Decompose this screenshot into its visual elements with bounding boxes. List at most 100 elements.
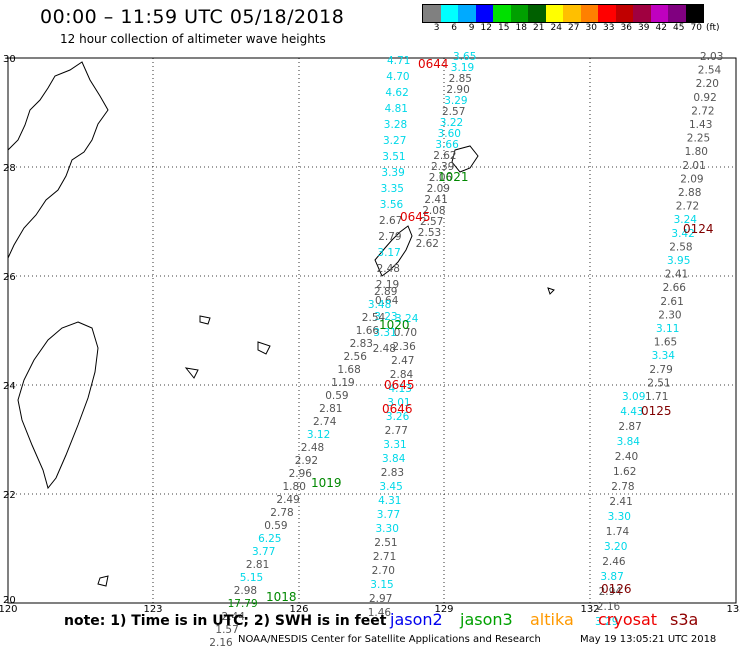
wave-height-label: 0.64 (375, 295, 399, 307)
wave-height-label: 3.77 (377, 509, 400, 521)
wave-height-label: 2.36 (392, 341, 416, 353)
longitude-label: 123 (143, 604, 162, 615)
wave-height-label: 2.72 (676, 201, 699, 213)
wave-height-label: 3.35 (381, 183, 404, 195)
wave-height-label: 2.57 (442, 106, 465, 118)
pass-time-labels: 0644 1021 0645 0124 1020 0645 0646 0125 1019 1018… (266, 57, 714, 604)
wave-height-label: 3.11 (656, 323, 679, 335)
wave-height-label: 3.24 (395, 313, 419, 325)
colorbar-swatch (440, 5, 458, 22)
wave-height-label: 1.66 (356, 325, 380, 337)
colorbar-swatch (598, 5, 616, 22)
wave-height-label: 4.70 (386, 71, 409, 83)
longitude-label: 120 (0, 604, 18, 615)
wave-height-label: 1.68 (337, 364, 360, 376)
map-subtitle: 12 hour collection of altimeter wave hei… (60, 32, 326, 46)
wave-height-label: 3.31 (373, 327, 396, 339)
wave-height-label: 2.83 (381, 467, 404, 479)
wave-height-label: 2.70 (372, 565, 395, 577)
wave-height-label: 2.79 (378, 231, 401, 243)
china-coast-outline (7, 61, 109, 259)
colorbar-swatch (423, 5, 441, 22)
wave-height-label: 1.19 (331, 377, 354, 389)
wave-height-label: 2.62 (416, 238, 439, 250)
wave-height-label: 3.87 (600, 571, 623, 583)
wave-height-label: 2.48 (377, 263, 400, 275)
latitude-label: 26 (3, 272, 16, 283)
wave-height-label: 1.43 (689, 119, 712, 131)
wave-height-label: 3.30 (376, 523, 399, 535)
pass-time-label: 0125 (641, 404, 672, 418)
wave-height-label: 2.78 (611, 481, 634, 493)
wave-height-label: 0.92 (693, 92, 716, 104)
wave-height-label: 2.77 (385, 425, 408, 437)
colorbar-label: 6 (451, 23, 457, 33)
wave-height-label: 3.34 (652, 350, 676, 362)
wave-height-label: 0.59 (325, 390, 348, 402)
wave-height-label: 2.16 (597, 601, 621, 613)
colorbar-swatch (510, 5, 528, 22)
wave-height-label: 3.20 (604, 541, 627, 553)
colorbar-label: 3 (433, 23, 440, 33)
wave-height-label: 1.65 (654, 337, 677, 349)
wave-height-label: 1.57 (215, 624, 238, 636)
wave-height-label: 2.74 (313, 416, 337, 428)
pass-time-label: 0646 (382, 402, 413, 416)
kyushu-outline (451, 145, 479, 173)
wave-height-label: 2.58 (669, 241, 692, 253)
colorbar-label: 33 (603, 23, 615, 33)
wave-height-label: 2.71 (373, 551, 396, 563)
latitude-label: 24 (3, 381, 16, 392)
wave-height-label: 2.30 (658, 309, 681, 321)
colorbar-swatch (650, 5, 668, 22)
altimeter-tracks: 4.71 4.70 4.62 4.81 3.28 3.27 3.51 3.39 3.35 3.56… (209, 51, 723, 649)
latitude-label: 20 (3, 595, 16, 606)
colorbar-label: 70 (690, 23, 702, 33)
colorbar-label: 12 (480, 23, 492, 33)
wave-height-label: 2.16 (209, 637, 233, 649)
colorbar-swatch (493, 5, 511, 22)
wave-height-label: 2.19 (376, 279, 399, 291)
colorbar-labels: 3 6 9 12 15 18 21 24 27 30 33 36 39 42 45 70 (422, 23, 702, 33)
wave-height-label: 4.31 (378, 495, 401, 507)
wave-height-label: 2.83 (350, 338, 373, 350)
wave-height-label: 1.80 (685, 146, 708, 158)
colorbar-swatch (545, 5, 563, 22)
satellite-legend-item: s3a (670, 610, 699, 629)
wave-height-label: 2.51 (647, 377, 670, 389)
wave-height-label: 2.54 (698, 65, 722, 77)
wave-height-label: 2.25 (687, 133, 710, 145)
pass-time-label: 0124 (683, 222, 714, 236)
wave-height-label: 2.94 (599, 586, 623, 598)
latitude-label: 22 (3, 490, 16, 501)
wave-height-label: 2.46 (602, 556, 626, 568)
wave-height-label: 2.78 (270, 507, 293, 519)
wave-height-label: 4.81 (385, 103, 408, 115)
coastlines (7, 61, 555, 587)
wave-height-label: 2.67 (379, 215, 402, 227)
wave-height-label: 3.24 (674, 214, 698, 226)
wave-height-label: 3.28 (384, 119, 407, 131)
map-frame (7, 57, 737, 604)
pass-time-label: 0126 (601, 582, 632, 596)
wave-height-label: 4.43 (620, 406, 643, 418)
wave-height-label: 3.29 (444, 95, 467, 107)
wave-height-label: 2.39 (431, 161, 454, 173)
colorbar-label: 18 (515, 23, 527, 33)
wave-height-label: 3.26 (386, 411, 410, 423)
wave-height-label: 0.70 (394, 327, 417, 339)
pass-time-label: 1018 (266, 590, 297, 604)
wave-height-label: 2.96 (289, 468, 313, 480)
colorbar (422, 4, 704, 23)
wave-height-label: 3.30 (608, 511, 631, 523)
wave-height-label: 3.15 (370, 579, 393, 591)
colorbar-label: 45 (673, 23, 685, 33)
wave-height-label: 3.66 (435, 139, 459, 151)
longitude-label: 129 (434, 604, 453, 615)
colorbar-swatch (528, 5, 546, 22)
wave-height-label: 3.95 (667, 255, 690, 267)
longitude-label: 132 (580, 604, 599, 615)
colorbar-label: 9 (468, 23, 475, 33)
pass-time-label: 0645 (384, 378, 415, 392)
